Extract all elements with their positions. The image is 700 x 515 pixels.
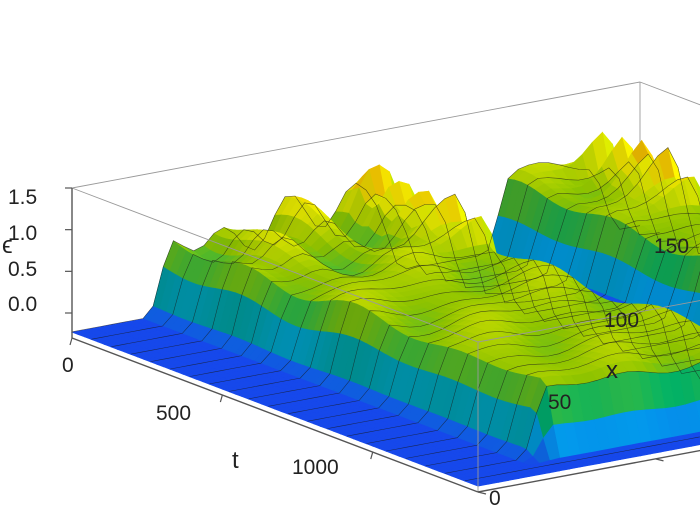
mesh-line xyxy=(130,153,699,355)
mesh-line xyxy=(327,303,700,429)
t-tick-label: 0 xyxy=(62,354,74,377)
axes xyxy=(65,187,700,495)
mesh-line xyxy=(150,147,700,362)
x-tick-label: 150 xyxy=(654,235,689,258)
t-tick xyxy=(219,394,223,403)
mesh-line xyxy=(248,243,700,400)
x-tick-label: 50 xyxy=(548,391,571,414)
mesh-line xyxy=(71,162,641,333)
mesh-line xyxy=(288,286,700,414)
t-tick xyxy=(370,451,374,460)
mesh-line xyxy=(425,343,700,467)
mesh-line xyxy=(268,270,700,407)
box-edge xyxy=(71,187,479,343)
t-axis-line xyxy=(71,337,479,493)
x-tick xyxy=(655,458,664,462)
mesh-line xyxy=(366,309,700,444)
z-axis-label: ϵ xyxy=(2,232,13,259)
x-tick-label: 0 xyxy=(489,487,501,510)
z-tick-label: 0.0 xyxy=(8,293,37,316)
mesh-line xyxy=(464,436,700,482)
z-tick-label: 0.5 xyxy=(8,258,37,281)
t-tick-label: 500 xyxy=(156,402,191,425)
z-tick-label: 1.5 xyxy=(8,186,37,209)
t-axis-label: t xyxy=(232,447,239,474)
mesh-line xyxy=(209,223,700,385)
surface-patch xyxy=(694,348,700,352)
mesh-line xyxy=(91,167,660,340)
box-edge xyxy=(477,300,700,343)
x-axis-label: x xyxy=(606,357,618,384)
mesh-line xyxy=(405,331,700,459)
t-tick-label: 1000 xyxy=(292,456,339,479)
box-edge xyxy=(71,81,641,189)
x-tick xyxy=(477,491,487,495)
mesh-line xyxy=(346,304,700,437)
x-tick-label: 100 xyxy=(604,309,639,332)
x-axis-line xyxy=(477,449,700,493)
z-tick-label: 1.0 xyxy=(8,222,37,245)
surface-mesh xyxy=(70,131,700,487)
mesh-line xyxy=(111,161,680,347)
mesh-line xyxy=(445,362,700,474)
mesh-line xyxy=(229,233,700,392)
mesh-line xyxy=(189,212,700,377)
t-tick xyxy=(69,337,73,346)
mesh-line xyxy=(386,320,700,452)
mesh-line xyxy=(170,176,700,370)
mesh-line xyxy=(307,300,700,422)
tick-labels: 0.0 0.5 1.0 1.5 0 500 1000 0 50 100 150 xyxy=(8,186,689,510)
